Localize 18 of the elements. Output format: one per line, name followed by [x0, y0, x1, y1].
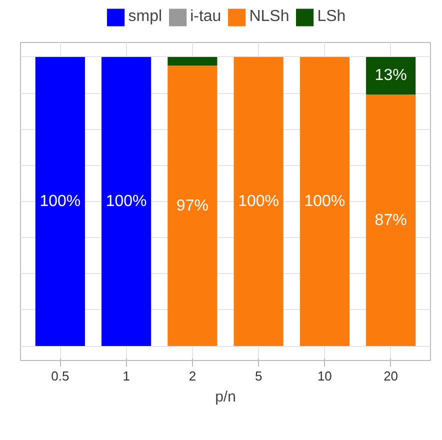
data-label: 97% — [176, 197, 208, 214]
legend-label: NLSh — [249, 8, 290, 26]
legend-label: i-tau — [190, 8, 222, 26]
data-label: 87% — [374, 212, 407, 229]
x-tick-label: 5 — [254, 368, 262, 384]
data-label: 100% — [238, 193, 280, 210]
x-tick-label: 2 — [188, 368, 196, 384]
x-tick-label: 10 — [317, 368, 332, 384]
x-axis-title: p/n — [215, 388, 236, 406]
x-tick-label: 20 — [384, 368, 398, 384]
legend-label: smpl — [128, 8, 162, 26]
data-label: 100% — [40, 193, 81, 210]
x-tick-label: 1 — [122, 368, 130, 384]
data-label: 100% — [106, 193, 147, 210]
data-label: 13% — [374, 67, 407, 84]
x-tick-label: 0.5 — [51, 368, 70, 384]
legend-label: LSh — [317, 8, 346, 26]
data-label: 100% — [304, 193, 346, 210]
